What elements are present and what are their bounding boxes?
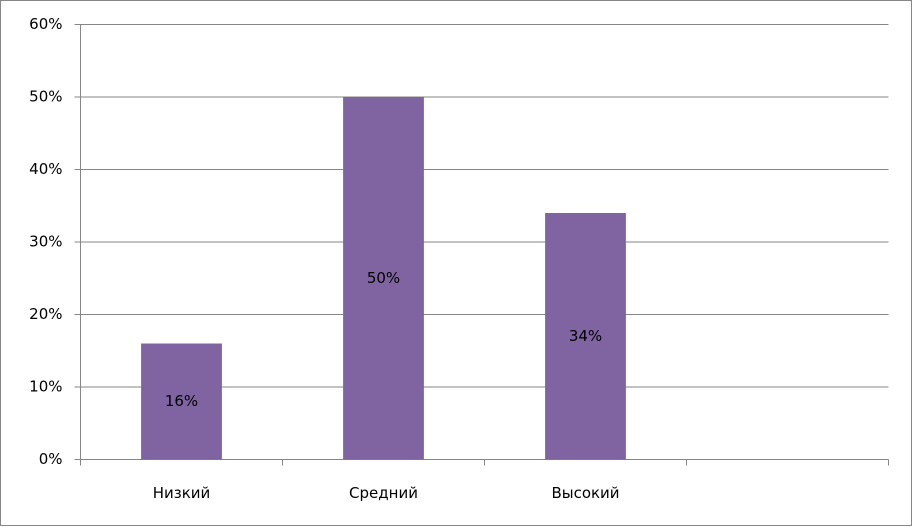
y-tick-label: 50%: [29, 88, 62, 106]
y-tick-label: 30%: [29, 233, 62, 251]
bar: [545, 213, 626, 460]
y-tick-label: 60%: [29, 15, 62, 33]
x-tick-label: Средний: [349, 484, 418, 502]
y-tick-label: 10%: [29, 378, 62, 396]
y-tick-label: 0%: [39, 450, 63, 468]
value-label: 34%: [569, 327, 602, 345]
x-tick-label: Низкий: [153, 484, 211, 502]
bar: [343, 97, 424, 460]
y-tick-label: 20%: [29, 305, 62, 323]
value-label: 50%: [367, 269, 400, 287]
x-tick-label: Высокий: [551, 484, 619, 502]
y-tick-label: 40%: [29, 160, 62, 178]
value-label: 16%: [165, 392, 198, 410]
bar: [141, 343, 222, 460]
